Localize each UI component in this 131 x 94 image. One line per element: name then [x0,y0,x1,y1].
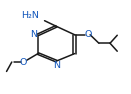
Text: O: O [20,58,27,67]
Text: O: O [84,30,91,39]
Text: N: N [53,61,60,70]
Text: H₂N: H₂N [21,11,39,20]
Text: N: N [31,30,38,39]
